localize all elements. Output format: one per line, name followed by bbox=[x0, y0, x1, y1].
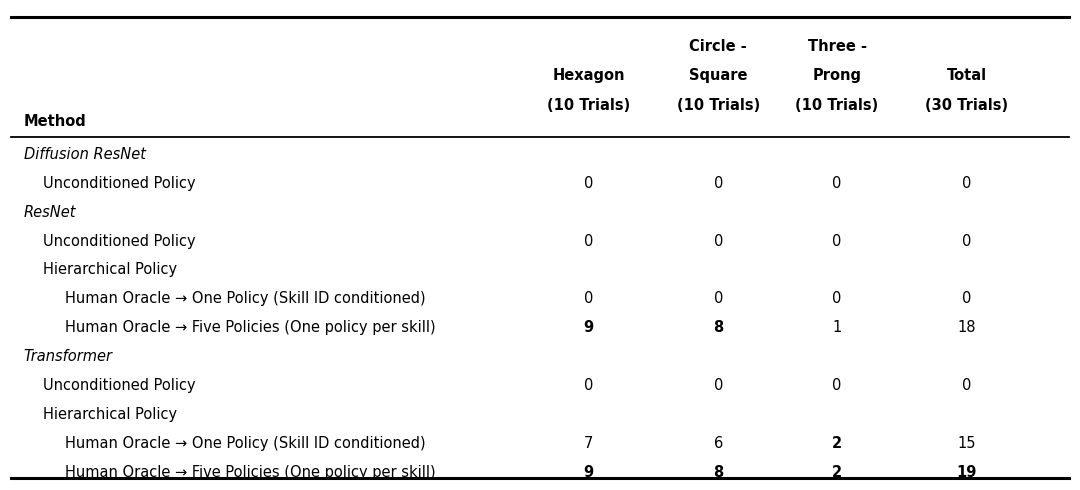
Text: 8: 8 bbox=[713, 465, 724, 480]
Text: 0: 0 bbox=[962, 292, 971, 306]
Text: Hexagon: Hexagon bbox=[552, 69, 625, 83]
Text: 0: 0 bbox=[833, 176, 841, 191]
Text: Total: Total bbox=[946, 69, 987, 83]
Text: 7: 7 bbox=[584, 436, 593, 451]
Text: 0: 0 bbox=[584, 234, 593, 248]
Text: Transformer: Transformer bbox=[24, 349, 112, 364]
Text: (10 Trials): (10 Trials) bbox=[795, 98, 879, 113]
Text: 0: 0 bbox=[714, 176, 723, 191]
Text: 8: 8 bbox=[713, 320, 724, 335]
Text: 9: 9 bbox=[583, 465, 594, 480]
Text: 0: 0 bbox=[714, 378, 723, 393]
Text: Prong: Prong bbox=[812, 69, 862, 83]
Text: Three -: Three - bbox=[808, 39, 866, 54]
Text: (10 Trials): (10 Trials) bbox=[676, 98, 760, 113]
Text: 19: 19 bbox=[957, 465, 976, 480]
Text: 15: 15 bbox=[957, 436, 976, 451]
Text: Unconditioned Policy: Unconditioned Policy bbox=[43, 378, 195, 393]
Text: 6: 6 bbox=[714, 436, 723, 451]
Text: 18: 18 bbox=[957, 320, 976, 335]
Text: Human Oracle → One Policy (Skill ID conditioned): Human Oracle → One Policy (Skill ID cond… bbox=[65, 292, 426, 306]
Text: Hierarchical Policy: Hierarchical Policy bbox=[43, 263, 177, 277]
Text: 0: 0 bbox=[962, 176, 971, 191]
Text: 0: 0 bbox=[714, 292, 723, 306]
Text: 1: 1 bbox=[833, 320, 841, 335]
Text: Circle -: Circle - bbox=[689, 39, 747, 54]
Text: 0: 0 bbox=[584, 292, 593, 306]
Text: 2: 2 bbox=[832, 465, 842, 480]
Text: 9: 9 bbox=[583, 320, 594, 335]
Text: 0: 0 bbox=[584, 378, 593, 393]
Text: 0: 0 bbox=[584, 176, 593, 191]
Text: Method: Method bbox=[24, 114, 86, 128]
Text: Unconditioned Policy: Unconditioned Policy bbox=[43, 176, 195, 191]
Text: ResNet: ResNet bbox=[24, 205, 77, 220]
Text: 0: 0 bbox=[833, 378, 841, 393]
Text: Human Oracle → Five Policies (One policy per skill): Human Oracle → Five Policies (One policy… bbox=[65, 320, 435, 335]
Text: Human Oracle → Five Policies (One policy per skill): Human Oracle → Five Policies (One policy… bbox=[65, 465, 435, 480]
Text: 2: 2 bbox=[832, 436, 842, 451]
Text: Diffusion ResNet: Diffusion ResNet bbox=[24, 147, 146, 162]
Text: 0: 0 bbox=[962, 378, 971, 393]
Text: 0: 0 bbox=[714, 234, 723, 248]
Text: 0: 0 bbox=[962, 234, 971, 248]
Text: 0: 0 bbox=[833, 234, 841, 248]
Text: Square: Square bbox=[689, 69, 747, 83]
Text: Unconditioned Policy: Unconditioned Policy bbox=[43, 234, 195, 248]
Text: 0: 0 bbox=[833, 292, 841, 306]
Text: Hierarchical Policy: Hierarchical Policy bbox=[43, 407, 177, 422]
Text: (30 Trials): (30 Trials) bbox=[926, 98, 1008, 113]
Text: Human Oracle → One Policy (Skill ID conditioned): Human Oracle → One Policy (Skill ID cond… bbox=[65, 436, 426, 451]
Text: (10 Trials): (10 Trials) bbox=[546, 98, 631, 113]
